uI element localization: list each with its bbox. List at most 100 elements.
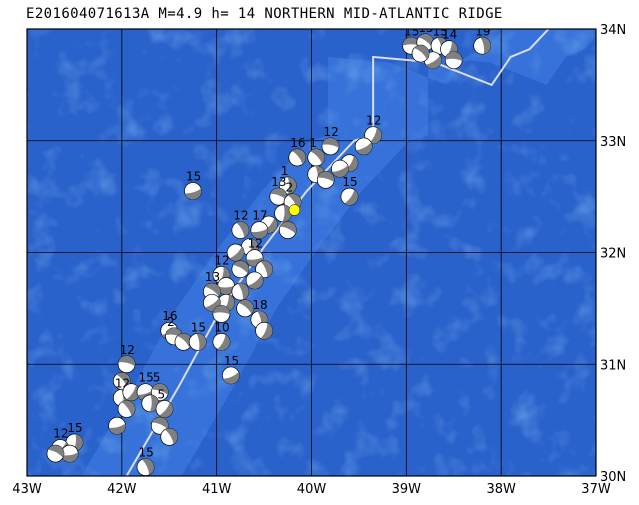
beachball-compressional-quadrant xyxy=(61,452,79,463)
beachball-compressional-quadrant xyxy=(292,149,306,165)
mechanism-depth-label: 12 xyxy=(233,209,248,223)
focal-mechanism xyxy=(122,383,141,402)
focal-mechanism xyxy=(217,277,235,295)
beachball-compressional-quadrant xyxy=(237,283,249,300)
mechanism-depth-label: 10 xyxy=(214,320,229,334)
beachball-compressional-quadrant xyxy=(251,228,268,239)
focal-mechanism xyxy=(160,428,179,446)
focal-mechanism: 16 xyxy=(288,136,307,167)
beachball-compressional-quadrant xyxy=(322,137,339,148)
beachball-compressional-quadrant xyxy=(184,188,202,200)
latitude-tick-label: 33N xyxy=(600,135,626,150)
focal-mechanism xyxy=(316,171,335,189)
mechanism-depth-label: 15 xyxy=(404,24,419,38)
beachball-compressional-quadrant xyxy=(445,51,463,62)
mechanism-depth-label: 5 xyxy=(153,371,161,385)
mechanism-depth-label: 13 xyxy=(205,270,220,284)
mechanism-depth-label: 1 xyxy=(309,136,317,150)
longitude-tick-label: 37W xyxy=(581,482,611,497)
mechanism-depth-label: 12 xyxy=(120,343,135,357)
focal-mechanism xyxy=(444,51,463,70)
beachball-compressional-quadrant xyxy=(414,45,430,60)
event-epicenter-marker xyxy=(288,204,301,216)
focal-mechanism xyxy=(141,394,160,413)
latitude-tick-label: 34N xyxy=(600,23,626,38)
focal-mechanism: 12 xyxy=(117,343,136,374)
longitude-tick-label: 39W xyxy=(392,482,422,497)
mechanism-depth-label: 16 xyxy=(162,309,177,323)
mechanism-depth-label: 12 xyxy=(366,114,381,128)
beachball-compressional-quadrant xyxy=(121,400,136,416)
mechanism-depth-label: 16 xyxy=(290,136,305,150)
focal-mechanism: 17 xyxy=(250,209,269,239)
beachball-compressional-quadrant xyxy=(177,333,192,348)
beachball-compressional-quadrant xyxy=(418,33,434,48)
latitude-tick-labels: 34N 33N 32N 31N 30N xyxy=(600,23,626,485)
focal-mechanism xyxy=(46,444,65,463)
focal-mechanism xyxy=(354,137,373,156)
mechanism-depth-label: 15 xyxy=(191,320,206,334)
longitude-tick-labels: 43W 42W 41W 40W 39W 38W 37W xyxy=(12,482,611,497)
beachball-compressional-quadrant xyxy=(332,165,349,178)
beachball-compressional-quadrant xyxy=(196,333,207,351)
longitude-tick-label: 42W xyxy=(107,482,137,497)
mechanism-depth-label: 12 xyxy=(248,237,263,251)
mechanism-depth-label: 15 xyxy=(418,21,433,35)
longitude-tick-label: 38W xyxy=(486,482,516,497)
beachball-compressional-quadrant xyxy=(217,285,235,295)
focal-mechanism xyxy=(331,159,349,178)
map-title: E201604071613A M=4.9 h= 14 NORTHERN MID-… xyxy=(26,6,503,22)
beachball-compressional-quadrant xyxy=(204,283,221,297)
beachball-compressional-quadrant xyxy=(126,385,140,401)
focal-mechanism xyxy=(278,221,297,239)
mechanism-depth-label: 15 xyxy=(342,175,357,189)
beachball-compressional-quadrant xyxy=(270,188,287,200)
longitude-tick-label: 41W xyxy=(202,482,232,497)
beachball-compressional-quadrant xyxy=(344,189,358,206)
focal-mechanism: 15 xyxy=(340,175,359,206)
focal-mechanism xyxy=(274,204,292,223)
focal-mechanism: 13 xyxy=(269,175,288,206)
beachball-compressional-quadrant xyxy=(151,383,169,395)
beachball-compressional-quadrant xyxy=(310,149,325,164)
beachball-compressional-quadrant xyxy=(141,458,155,475)
mechanism-depth-label: 12 xyxy=(323,125,338,139)
mechanism-depth-label: 15 xyxy=(139,446,154,460)
mechanism-depth-label: 15 xyxy=(433,24,448,38)
mechanism-depth-label: 15 xyxy=(224,354,239,368)
beachball-compressional-quadrant xyxy=(356,142,373,155)
focal-mechanism xyxy=(212,305,231,323)
beachball-compressional-quadrant xyxy=(236,221,249,238)
beachball-compressional-quadrant xyxy=(159,402,174,418)
longitude-tick-label: 43W xyxy=(12,482,42,497)
focal-mechanism: 15 xyxy=(136,446,155,476)
beachball-compressional-quadrant xyxy=(151,417,169,430)
beachball-compressional-quadrant xyxy=(425,55,442,69)
focal-mechanism xyxy=(231,260,250,279)
focal-mechanism: 12 xyxy=(231,209,250,239)
beachball-compressional-quadrant xyxy=(212,305,230,315)
latitude-tick-label: 32N xyxy=(600,247,626,262)
map-frame xyxy=(26,28,597,477)
focal-mechanism: 12 xyxy=(321,125,340,156)
beachball-compressional-quadrant xyxy=(369,127,382,144)
focal-mechanism: 5 xyxy=(155,387,174,418)
beachball-compressional-quadrant xyxy=(73,434,83,451)
mechanism-depth-label: 14 xyxy=(442,28,457,42)
mechanism-depth-label: 2 xyxy=(167,315,175,329)
focal-mechanism: 15 xyxy=(184,170,202,200)
longitude-tick-label: 40W xyxy=(297,482,327,497)
mechanism-depth-label: 15 xyxy=(139,371,154,385)
beachball-compressional-quadrant xyxy=(165,428,178,445)
focal-mechanism xyxy=(411,44,430,63)
focal-mechanism xyxy=(245,271,264,290)
beachball-compressional-quadrant xyxy=(260,260,273,278)
beachball-compressional-quadrant xyxy=(280,221,297,234)
mechanism-depth-label: 5 xyxy=(158,387,166,401)
focal-mechanism xyxy=(60,444,79,463)
mechanism-depth-label: 18 xyxy=(252,298,267,312)
mechanism-depth-label: 13 xyxy=(271,175,286,189)
focal-mechanism xyxy=(255,321,273,340)
